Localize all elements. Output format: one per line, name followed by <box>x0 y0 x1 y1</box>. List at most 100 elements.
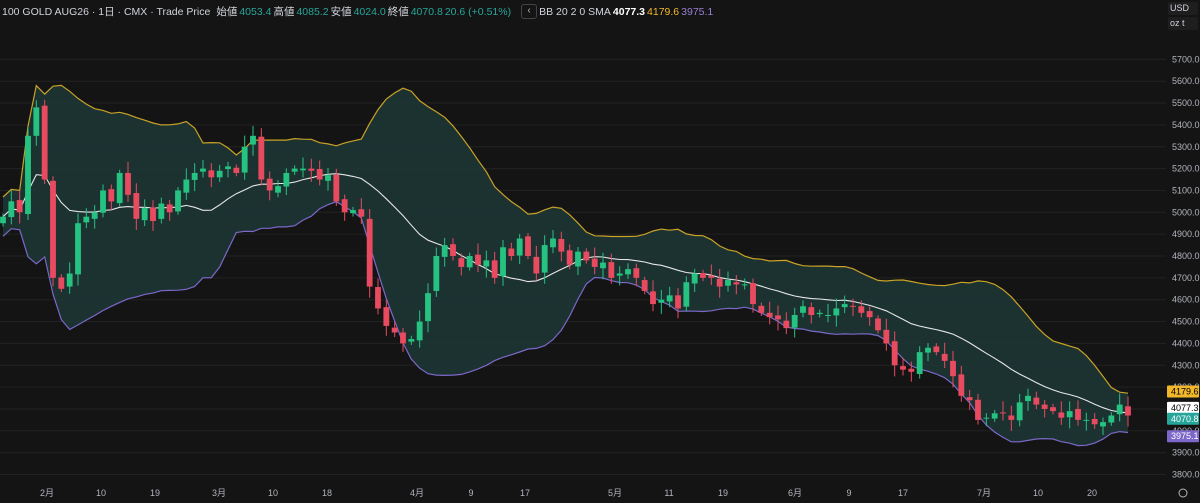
price-tick-label: 4300.0 <box>1172 360 1200 370</box>
time-tick-label: 5月 <box>608 488 622 498</box>
candle-body <box>716 278 723 287</box>
candle-body <box>700 273 706 278</box>
change-value: 20.6 (+0.51%) <box>444 5 512 18</box>
candle-body <box>608 262 615 278</box>
candle-body <box>391 327 398 333</box>
bb-upper-tag-text: 4179.6 <box>1171 387 1199 397</box>
bb-lower-tag-text: 3975.1 <box>1171 431 1199 441</box>
candle-body <box>800 306 806 313</box>
candle-body <box>883 329 890 344</box>
candle-body <box>408 339 415 342</box>
bollinger-upper-line <box>2 84 1129 394</box>
time-tick-label: 3月 <box>212 488 226 498</box>
price-tick-label: 5400.0 <box>1172 120 1200 130</box>
price-tick-label: 4400.0 <box>1172 338 1200 348</box>
candle-body <box>258 136 265 180</box>
candle-body <box>675 295 681 309</box>
candle-body <box>550 238 556 248</box>
bb-mid-value: 4077.3 <box>612 5 646 18</box>
candle-body <box>350 210 356 214</box>
price-tick-label: 3900.0 <box>1172 448 1200 458</box>
candle-body <box>575 251 581 267</box>
price-tick-label: 4700.0 <box>1172 273 1200 283</box>
time-tick-label: 10 <box>96 488 106 498</box>
candle-body <box>933 346 940 353</box>
candle-body <box>433 256 440 291</box>
settings-icon[interactable] <box>1178 488 1188 498</box>
legend: 100 GOLD AUG26 · 1日 · CMX · Trade Price … <box>2 4 715 19</box>
time-tick-label: 4月 <box>410 488 424 498</box>
candle-body <box>0 216 6 224</box>
candle-body <box>291 168 298 172</box>
price-tick-label: 5500.0 <box>1172 98 1200 108</box>
price-tick-label: 3800.0 <box>1172 470 1200 480</box>
candle-body <box>400 332 406 344</box>
candle-body <box>508 248 515 256</box>
price-tick-label: 5600.0 <box>1172 76 1200 86</box>
candle-body <box>483 260 490 267</box>
candle-body <box>1091 419 1098 425</box>
candle-body <box>541 245 548 273</box>
candle-body <box>225 166 231 170</box>
candle-body <box>775 315 781 320</box>
candle-body <box>1058 412 1065 418</box>
candle-body <box>1066 411 1073 418</box>
time-tick-label: 9 <box>846 488 851 498</box>
candle-body <box>1008 415 1015 420</box>
candle-body <box>583 251 590 261</box>
candle-body <box>666 295 673 302</box>
candle-body <box>841 304 848 308</box>
indicator-name[interactable]: BB 20 2 0 SMA <box>539 5 611 18</box>
close-label: 終値 <box>387 6 409 18</box>
candle-body <box>458 258 465 267</box>
candle-body <box>858 306 865 313</box>
candle-body <box>1116 404 1123 415</box>
candle-body <box>50 180 56 278</box>
time-axis[interactable]: 2月 10 19 3月 10 18 4月 9 17 5月 11 19 6月 9 17 7月 10 20 <box>0 482 1200 503</box>
candle-body <box>425 293 431 322</box>
time-tick-label: 2月 <box>40 488 54 498</box>
candle-body <box>475 254 481 265</box>
price-axis[interactable]: 3800.03900.04000.04100.04200.04300.04400… <box>1166 0 1200 503</box>
candle-body <box>91 212 98 219</box>
candle-body <box>466 256 473 268</box>
candle-body <box>1033 397 1040 405</box>
bb-lower-tag <box>1167 430 1199 443</box>
price-tick-label: 5700.0 <box>1172 54 1200 64</box>
time-tick-label: 19 <box>718 488 728 498</box>
candle-body <box>191 172 198 180</box>
candle-body <box>658 299 665 303</box>
candle-body <box>250 135 256 145</box>
currency-selector[interactable]: USD <box>1168 2 1198 15</box>
open-label: 始値 <box>216 6 238 18</box>
candle-body <box>991 413 998 419</box>
low-label: 安値 <box>330 6 352 18</box>
candle-body <box>983 417 990 419</box>
candle-body <box>1016 402 1023 421</box>
candle-body <box>283 172 290 187</box>
candle-body <box>358 209 365 217</box>
open-value: 4053.4 <box>239 5 272 18</box>
candle-body <box>558 238 565 252</box>
time-tick-label: 19 <box>150 488 160 498</box>
candle-body <box>100 190 106 213</box>
candle-body <box>591 258 598 267</box>
symbol-title[interactable]: 100 GOLD AUG26 · 1日 · CMX · Trade Price <box>2 6 211 18</box>
candle-body <box>450 244 456 256</box>
time-tick-label: 7月 <box>977 488 991 498</box>
candle-body <box>641 280 648 291</box>
candle-body <box>791 314 798 328</box>
candle-body <box>125 172 131 195</box>
candle-body <box>25 135 31 215</box>
candle-body <box>58 277 65 289</box>
price-tick-label: 5200.0 <box>1172 164 1200 174</box>
candle-body <box>1000 412 1006 414</box>
candle-body <box>75 223 81 275</box>
unit-selector[interactable]: oz t <box>1168 17 1198 30</box>
candle-body <box>875 318 881 331</box>
time-tick-label: 17 <box>520 488 530 498</box>
candle-body <box>816 312 823 315</box>
collapse-legend-button[interactable]: ‹ <box>521 4 538 19</box>
candle-body <box>908 368 915 372</box>
